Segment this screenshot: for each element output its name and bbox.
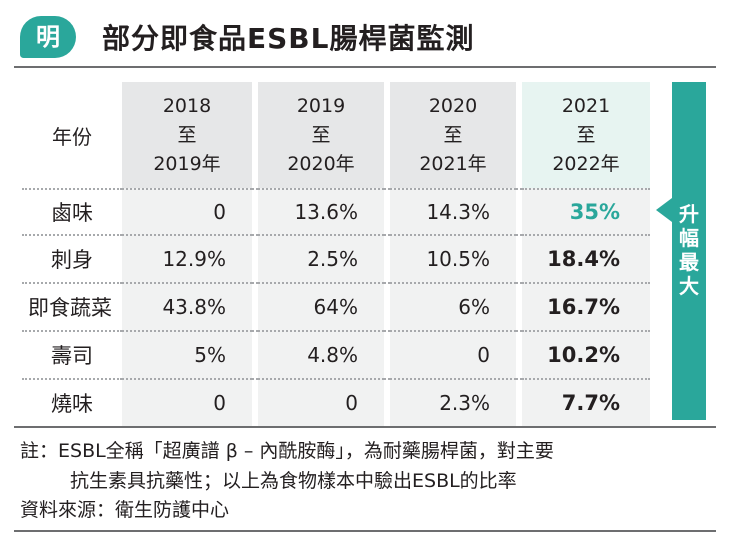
- row-label: 即食蔬菜: [22, 284, 122, 332]
- table-row: 刺身 12.9% 2.5% 10.5% 18.4%: [22, 236, 650, 284]
- pointer-arrow-icon: [656, 198, 672, 222]
- row-label: 壽司: [22, 332, 122, 380]
- table-cell: 5%: [122, 332, 252, 380]
- column-header: 2020 至 2021年: [390, 82, 516, 188]
- largest-increase-badge: 升 幅 最 大: [672, 82, 706, 420]
- table-cell: 13.6%: [258, 188, 384, 236]
- year-corner-label: 年份: [52, 124, 92, 149]
- table-cell: 7.7%: [522, 380, 650, 428]
- footnote-line-2: 抗生素具抗藥性；以上為食物樣本中驗出ESBL的比率: [70, 470, 517, 492]
- ming-pao-logo: 明: [20, 16, 76, 58]
- page-title: 部分即食品ESBL腸桿菌監測: [102, 22, 475, 55]
- esbl-table: 年份 2018 至 2019年 2019 至 2020年 2020 至 2021…: [22, 82, 650, 428]
- header: 明 部分即食品ESBL腸桿菌監測: [14, 10, 716, 60]
- row-label: 刺身: [22, 236, 122, 284]
- table-row: 鹵味 0 13.6% 14.3% 35%: [22, 188, 650, 236]
- table-cell: 64%: [258, 284, 384, 332]
- column-header: 2018 至 2019年: [122, 82, 252, 188]
- table-cell: 0: [122, 188, 252, 236]
- top-divider: [14, 66, 716, 68]
- table-cell: 10.2%: [522, 332, 650, 380]
- bottom-divider: [14, 530, 716, 532]
- footnote-line-1: 註：ESBL全稱「超廣譜 β – 內酰胺酶」，為耐藥腸桿菌，對主要: [20, 440, 554, 462]
- table-cell: 0: [390, 332, 516, 380]
- table-row: 即食蔬菜 43.8% 64% 6% 16.7%: [22, 284, 650, 332]
- table-row: 壽司 5% 4.8% 0 10.2%: [22, 332, 650, 380]
- table-cell: 10.5%: [390, 236, 516, 284]
- column-header-highlight: 2021 至 2022年: [522, 82, 650, 188]
- header-row: 年份 2018 至 2019年 2019 至 2020年 2020 至 2021…: [22, 82, 650, 188]
- table-cell: 0: [122, 380, 252, 428]
- column-header: 2019 至 2020年: [258, 82, 384, 188]
- row-label: 鹵味: [22, 188, 122, 236]
- table-cell: 6%: [390, 284, 516, 332]
- table-cell: 14.3%: [390, 188, 516, 236]
- table-cell: 0: [258, 380, 384, 428]
- middle-divider: [14, 426, 716, 428]
- row-label: 燒味: [22, 380, 122, 428]
- table-cell: 12.9%: [122, 236, 252, 284]
- table-cell: 18.4%: [522, 236, 650, 284]
- table-cell: 2.3%: [390, 380, 516, 428]
- table-cell: 16.7%: [522, 284, 650, 332]
- table-row: 燒味 0 0 2.3% 7.7%: [22, 380, 650, 428]
- source-note: 資料來源：衛生防護中心: [20, 499, 230, 521]
- table-cell: 2.5%: [258, 236, 384, 284]
- table-cell: 43.8%: [122, 284, 252, 332]
- table-cell: 4.8%: [258, 332, 384, 380]
- highest-value-cell: 35%: [522, 188, 650, 236]
